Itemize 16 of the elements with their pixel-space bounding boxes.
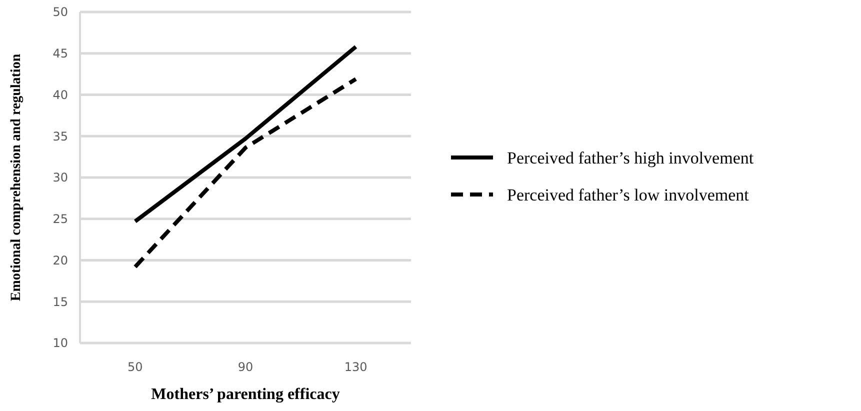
x-tick-label: 50: [128, 360, 143, 374]
y-tick-label: 30: [52, 170, 68, 185]
x-axis-title: Mothers’ parenting efficacy: [151, 386, 340, 403]
y-tick-label: 25: [52, 212, 68, 226]
y-axis-title: Emotional comprehension and regulation: [9, 54, 24, 302]
y-tick-label: 40: [52, 88, 68, 102]
x-tick-label: 90: [238, 360, 254, 374]
y-tick-label: 10: [52, 336, 68, 350]
legend-label: Perceived father’s high involvement: [507, 148, 754, 168]
y-tick-label: 15: [52, 294, 68, 309]
x-tick-label: 130: [344, 360, 368, 374]
y-tick-label: 45: [52, 46, 68, 61]
legend-label: Perceived father’s low involvement: [507, 185, 750, 204]
y-tick-label: 35: [52, 129, 68, 144]
y-tick-label: 20: [52, 253, 68, 268]
y-tick-label: 50: [52, 5, 68, 20]
